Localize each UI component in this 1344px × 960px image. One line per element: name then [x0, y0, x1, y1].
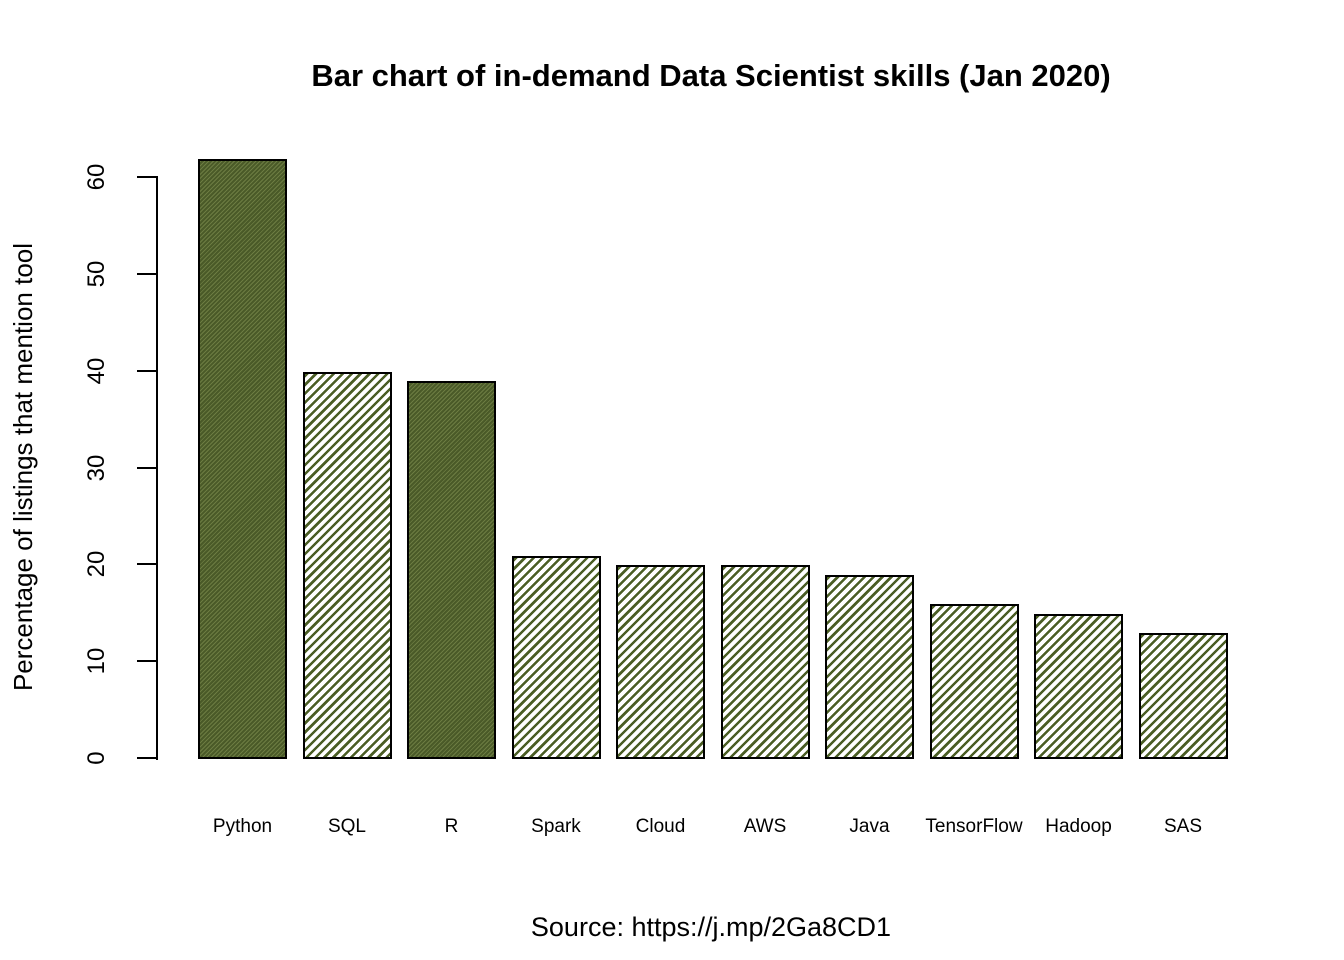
y-axis-title: Percentage of listings that mention tool — [8, 242, 38, 692]
bar-spark — [511, 555, 601, 759]
y-axis-tick-label: 60 — [83, 163, 110, 191]
x-axis-label-aws: AWS — [743, 816, 787, 837]
source-caption: Source: https://j.mp/2Ga8CD1 — [530, 912, 892, 942]
bar-cloud — [616, 565, 705, 759]
x-axis-label-spark: Spark — [531, 816, 581, 837]
y-axis-tick-label: 0 — [83, 751, 110, 765]
y-axis-line — [156, 177, 158, 760]
x-axis-label-sql: SQL — [327, 816, 367, 837]
y-axis-tick — [137, 272, 158, 275]
x-axis-label-hadoop: Hadoop — [1045, 816, 1112, 837]
bar-r — [407, 381, 496, 759]
bar-tensorflow — [929, 604, 1019, 759]
y-axis-tick-label: 30 — [83, 454, 110, 481]
bar-python — [198, 158, 287, 759]
x-axis-label-java: Java — [849, 816, 890, 837]
x-axis-label-tensorflow: TensorFlow — [925, 816, 1023, 837]
bar-java — [825, 575, 914, 759]
y-axis-tick — [137, 369, 158, 372]
bar-sql — [302, 371, 392, 759]
y-axis-tick — [137, 757, 158, 759]
y-axis-tick — [137, 176, 158, 178]
x-axis-label-sas: SAS — [1163, 816, 1203, 837]
y-axis-tick — [137, 660, 158, 663]
x-axis-label-cloud: Cloud — [635, 816, 686, 837]
y-axis-tick-label: 10 — [83, 647, 110, 675]
chart-title: Bar chart of in-demand Data Scientist sk… — [311, 58, 1111, 93]
bar-hadoop — [1034, 613, 1123, 759]
bar-aws — [720, 565, 810, 759]
x-axis-label-python: Python — [212, 816, 273, 837]
x-axis-label-r: R — [444, 816, 459, 837]
y-axis-tick-label: 50 — [83, 260, 110, 288]
bar-sas — [1138, 633, 1228, 759]
y-axis-tick — [137, 563, 158, 566]
y-axis-tick — [137, 466, 158, 469]
y-axis-tick-label: 20 — [83, 550, 110, 578]
y-axis-tick-label: 40 — [83, 357, 110, 385]
